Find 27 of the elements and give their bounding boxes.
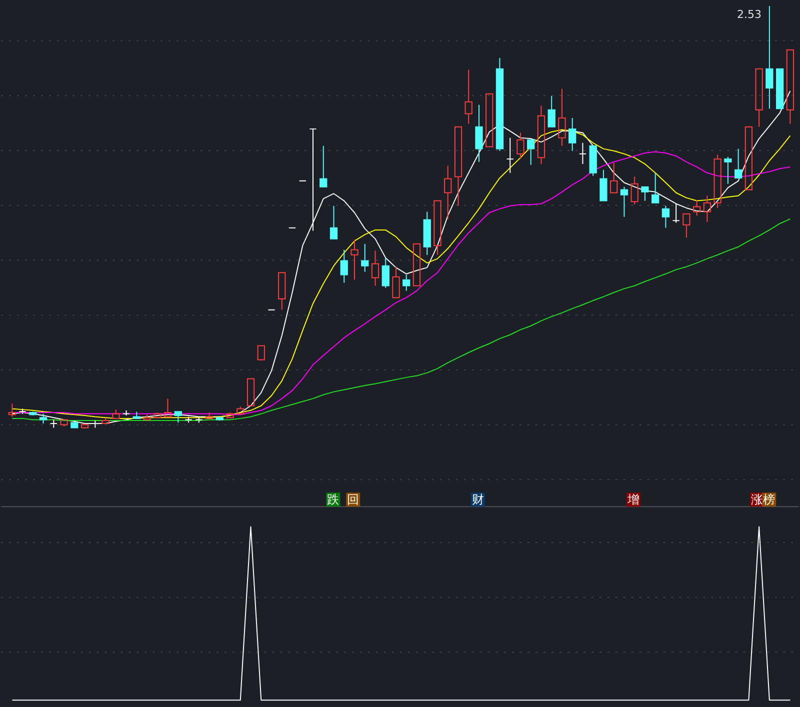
annotation: 2.53 bbox=[737, 8, 762, 21]
candlestick bbox=[766, 5, 774, 110]
text: 回 bbox=[347, 492, 360, 507]
text: 榜 bbox=[763, 492, 776, 507]
text: 涨 bbox=[751, 492, 764, 507]
candlestick bbox=[714, 154, 722, 208]
candlestick bbox=[506, 137, 514, 174]
candlestick bbox=[340, 249, 348, 284]
candlestick bbox=[537, 105, 546, 165]
candlestick bbox=[578, 142, 587, 165]
candlestick bbox=[568, 117, 576, 152]
candlestick bbox=[423, 211, 431, 256]
candlestick bbox=[464, 69, 472, 124]
text: 跌 bbox=[327, 492, 340, 507]
candlestick bbox=[444, 165, 452, 220]
candlestick bbox=[350, 239, 358, 280]
candlestick bbox=[516, 132, 524, 160]
text: 增 bbox=[626, 492, 640, 507]
text: 财 bbox=[472, 492, 484, 507]
candlestick bbox=[361, 243, 369, 272]
candlestick bbox=[703, 195, 712, 222]
candlestick bbox=[371, 250, 380, 286]
candlestick bbox=[382, 257, 390, 288]
candlestick bbox=[402, 274, 410, 292]
candlestick bbox=[672, 203, 680, 224]
candlestick bbox=[475, 104, 483, 162]
candlestick bbox=[558, 88, 566, 146]
